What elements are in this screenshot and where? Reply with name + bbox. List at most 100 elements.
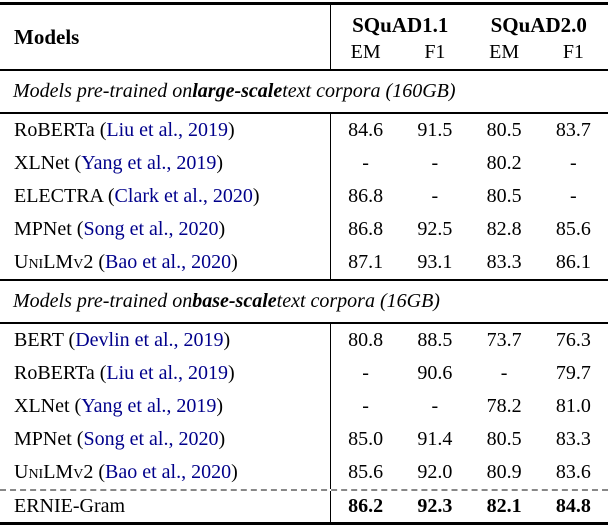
citation-link[interactable]: Song et al., 2020 xyxy=(83,218,219,240)
model-label: ) xyxy=(218,218,226,240)
citation-link[interactable]: Liu et al., 2019 xyxy=(106,362,229,384)
table-row-roberta-base: RoBERTa (Liu et al., 2019) - 90.6 - 79.7 xyxy=(0,357,608,390)
table-row-mpnet-base: MPNet (Song et al., 2020) 85.0 91.4 80.5… xyxy=(0,423,608,456)
top-rule xyxy=(0,2,608,5)
table-header: Models SQuAD1.1 SQuAD2.0 EM F1 EM F1 xyxy=(0,5,608,69)
cell-f12: - xyxy=(570,152,577,174)
citation-link[interactable]: Yang et al., 2019 xyxy=(81,152,217,174)
caption-text: Models pre-trained on xyxy=(13,290,193,312)
model-label: ) xyxy=(218,428,226,450)
model-name: ELECTRA (Clark et al., 2020) xyxy=(0,180,330,213)
section-rule xyxy=(0,322,608,324)
cell-f11: 93.1 xyxy=(417,251,453,273)
model-label: ) xyxy=(216,395,224,417)
cell-f11: - xyxy=(431,395,439,417)
metric-subheader-row: EM F1 EM F1 xyxy=(331,39,608,65)
metrics-header-group: SQuAD1.1 SQuAD2.0 EM F1 EM F1 xyxy=(330,5,608,69)
cell-em1: - xyxy=(362,152,369,174)
model-name: XLNet (Yang et al., 2019) xyxy=(0,147,330,180)
model-label: RoBERTa ( xyxy=(14,119,107,141)
cell-f12: 83.7 xyxy=(555,119,591,141)
cell-f12: 81.0 xyxy=(555,395,591,417)
model-label: ) xyxy=(231,461,238,483)
citation-link[interactable]: Devlin et al., 2019 xyxy=(75,329,224,351)
cell-em2: 82.8 xyxy=(486,218,522,240)
cell-f11: 91.5 xyxy=(417,119,453,141)
model-label: ) xyxy=(216,152,224,174)
cell-em2: 83.3 xyxy=(486,251,522,273)
models-header-cell: Models xyxy=(14,24,80,49)
cell-em1: 84.6 xyxy=(348,119,384,141)
table-row-bert-base: BERT (Devlin et al., 2019) 80.8 88.5 73.… xyxy=(0,324,608,357)
column-header-f1-1: F1 xyxy=(424,40,446,63)
cell-f11: 91.4 xyxy=(417,428,453,450)
model-name: RoBERTa (Liu et al., 2019) xyxy=(0,114,330,147)
cell-f12: 84.8 xyxy=(555,495,591,517)
cell-em2: 80.5 xyxy=(486,185,522,207)
caption-text: text corpora (160GB) xyxy=(282,80,456,102)
caption-text: Models pre-trained on xyxy=(13,80,193,102)
model-label: UniLMv2 ( xyxy=(14,251,105,273)
row-values: - - 80.2 - xyxy=(330,147,608,180)
cell-f11: 88.5 xyxy=(417,329,453,351)
table-row-unilmv2-large: UniLMv2 (Bao et al., 2020) 87.1 93.1 83.… xyxy=(0,246,608,279)
model-label: UniLMv2 ( xyxy=(14,461,105,483)
table-row-roberta-large: RoBERTa (Liu et al., 2019) 84.6 91.5 80.… xyxy=(0,114,608,147)
table-row-mpnet-large: MPNet (Song et al., 2020) 86.8 92.5 82.8… xyxy=(0,213,608,246)
model-name: ERNIE-Gram xyxy=(0,491,330,522)
section-caption-base-scale: Models pre-trained on base-scale text co… xyxy=(0,281,608,322)
model-label: XLNet ( xyxy=(14,152,82,174)
section-caption-large-scale: Models pre-trained on large-scale text c… xyxy=(0,71,608,112)
citation-link[interactable]: Song et al., 2020 xyxy=(83,428,219,450)
row-values: 86.8 92.5 82.8 85.6 xyxy=(330,213,608,246)
model-label: BERT ( xyxy=(14,329,76,351)
section-rule xyxy=(0,279,608,281)
column-group-squad11: SQuAD1.1 xyxy=(352,12,449,37)
cell-f11: - xyxy=(431,152,439,174)
cell-em1: 85.6 xyxy=(348,461,384,483)
cell-f12: 79.7 xyxy=(555,362,591,384)
cell-f12: 83.3 xyxy=(555,428,591,450)
cell-f11: 92.3 xyxy=(417,495,453,517)
cell-em1: 86.8 xyxy=(348,185,384,207)
row-values: - - 78.2 81.0 xyxy=(330,390,608,423)
cell-f12: 85.6 xyxy=(555,218,591,240)
citation-link[interactable]: Liu et al., 2019 xyxy=(106,119,229,141)
row-values: 80.8 88.5 73.7 76.3 xyxy=(330,324,608,357)
column-header-f1-2: F1 xyxy=(562,40,584,63)
model-label: RoBERTa ( xyxy=(14,362,107,384)
cell-em2: 73.7 xyxy=(486,329,522,351)
caption-bold-text: large-scale xyxy=(192,80,283,102)
citation-link[interactable]: Bao et al., 2020 xyxy=(105,251,232,273)
model-name: XLNet (Yang et al., 2019) xyxy=(0,390,330,423)
table-row-electra-large: ELECTRA (Clark et al., 2020) 86.8 - 80.5… xyxy=(0,180,608,213)
cell-f11: - xyxy=(431,185,439,207)
cell-em1: 87.1 xyxy=(348,251,384,273)
table-row-xlnet-large: XLNet (Yang et al., 2019) - - 80.2 - xyxy=(0,147,608,180)
citation-link[interactable]: Yang et al., 2019 xyxy=(81,395,217,417)
model-name: UniLMv2 (Bao et al., 2020) xyxy=(0,456,330,489)
cell-f12: 83.6 xyxy=(555,461,591,483)
cell-em1: 85.0 xyxy=(348,428,384,450)
cell-f12: - xyxy=(570,185,577,207)
model-label: ) xyxy=(252,185,260,207)
model-name: MPNet (Song et al., 2020) xyxy=(0,213,330,246)
cell-em2: 80.5 xyxy=(486,428,522,450)
citation-link[interactable]: Clark et al., 2020 xyxy=(114,185,253,207)
model-label: MPNet ( xyxy=(14,218,84,240)
citation-link[interactable]: Bao et al., 2020 xyxy=(105,461,232,483)
cell-em2: 80.2 xyxy=(486,152,522,174)
cell-f11: 92.5 xyxy=(417,218,453,240)
caption-bold-text: base-scale xyxy=(192,290,277,312)
model-name: UniLMv2 (Bao et al., 2020) xyxy=(0,246,330,279)
row-values: 84.6 91.5 80.5 83.7 xyxy=(330,114,608,147)
dashed-separator-rule xyxy=(0,489,608,491)
cell-em2: 78.2 xyxy=(486,395,522,417)
cell-f12: 76.3 xyxy=(555,329,591,351)
model-label: XLNet ( xyxy=(14,395,82,417)
table-row-xlnet-base: XLNet (Yang et al., 2019) - - 78.2 81.0 xyxy=(0,390,608,423)
header-rule xyxy=(0,69,608,71)
row-values: 87.1 93.1 83.3 86.1 xyxy=(330,246,608,279)
caption-text: text corpora (16GB) xyxy=(276,290,440,312)
